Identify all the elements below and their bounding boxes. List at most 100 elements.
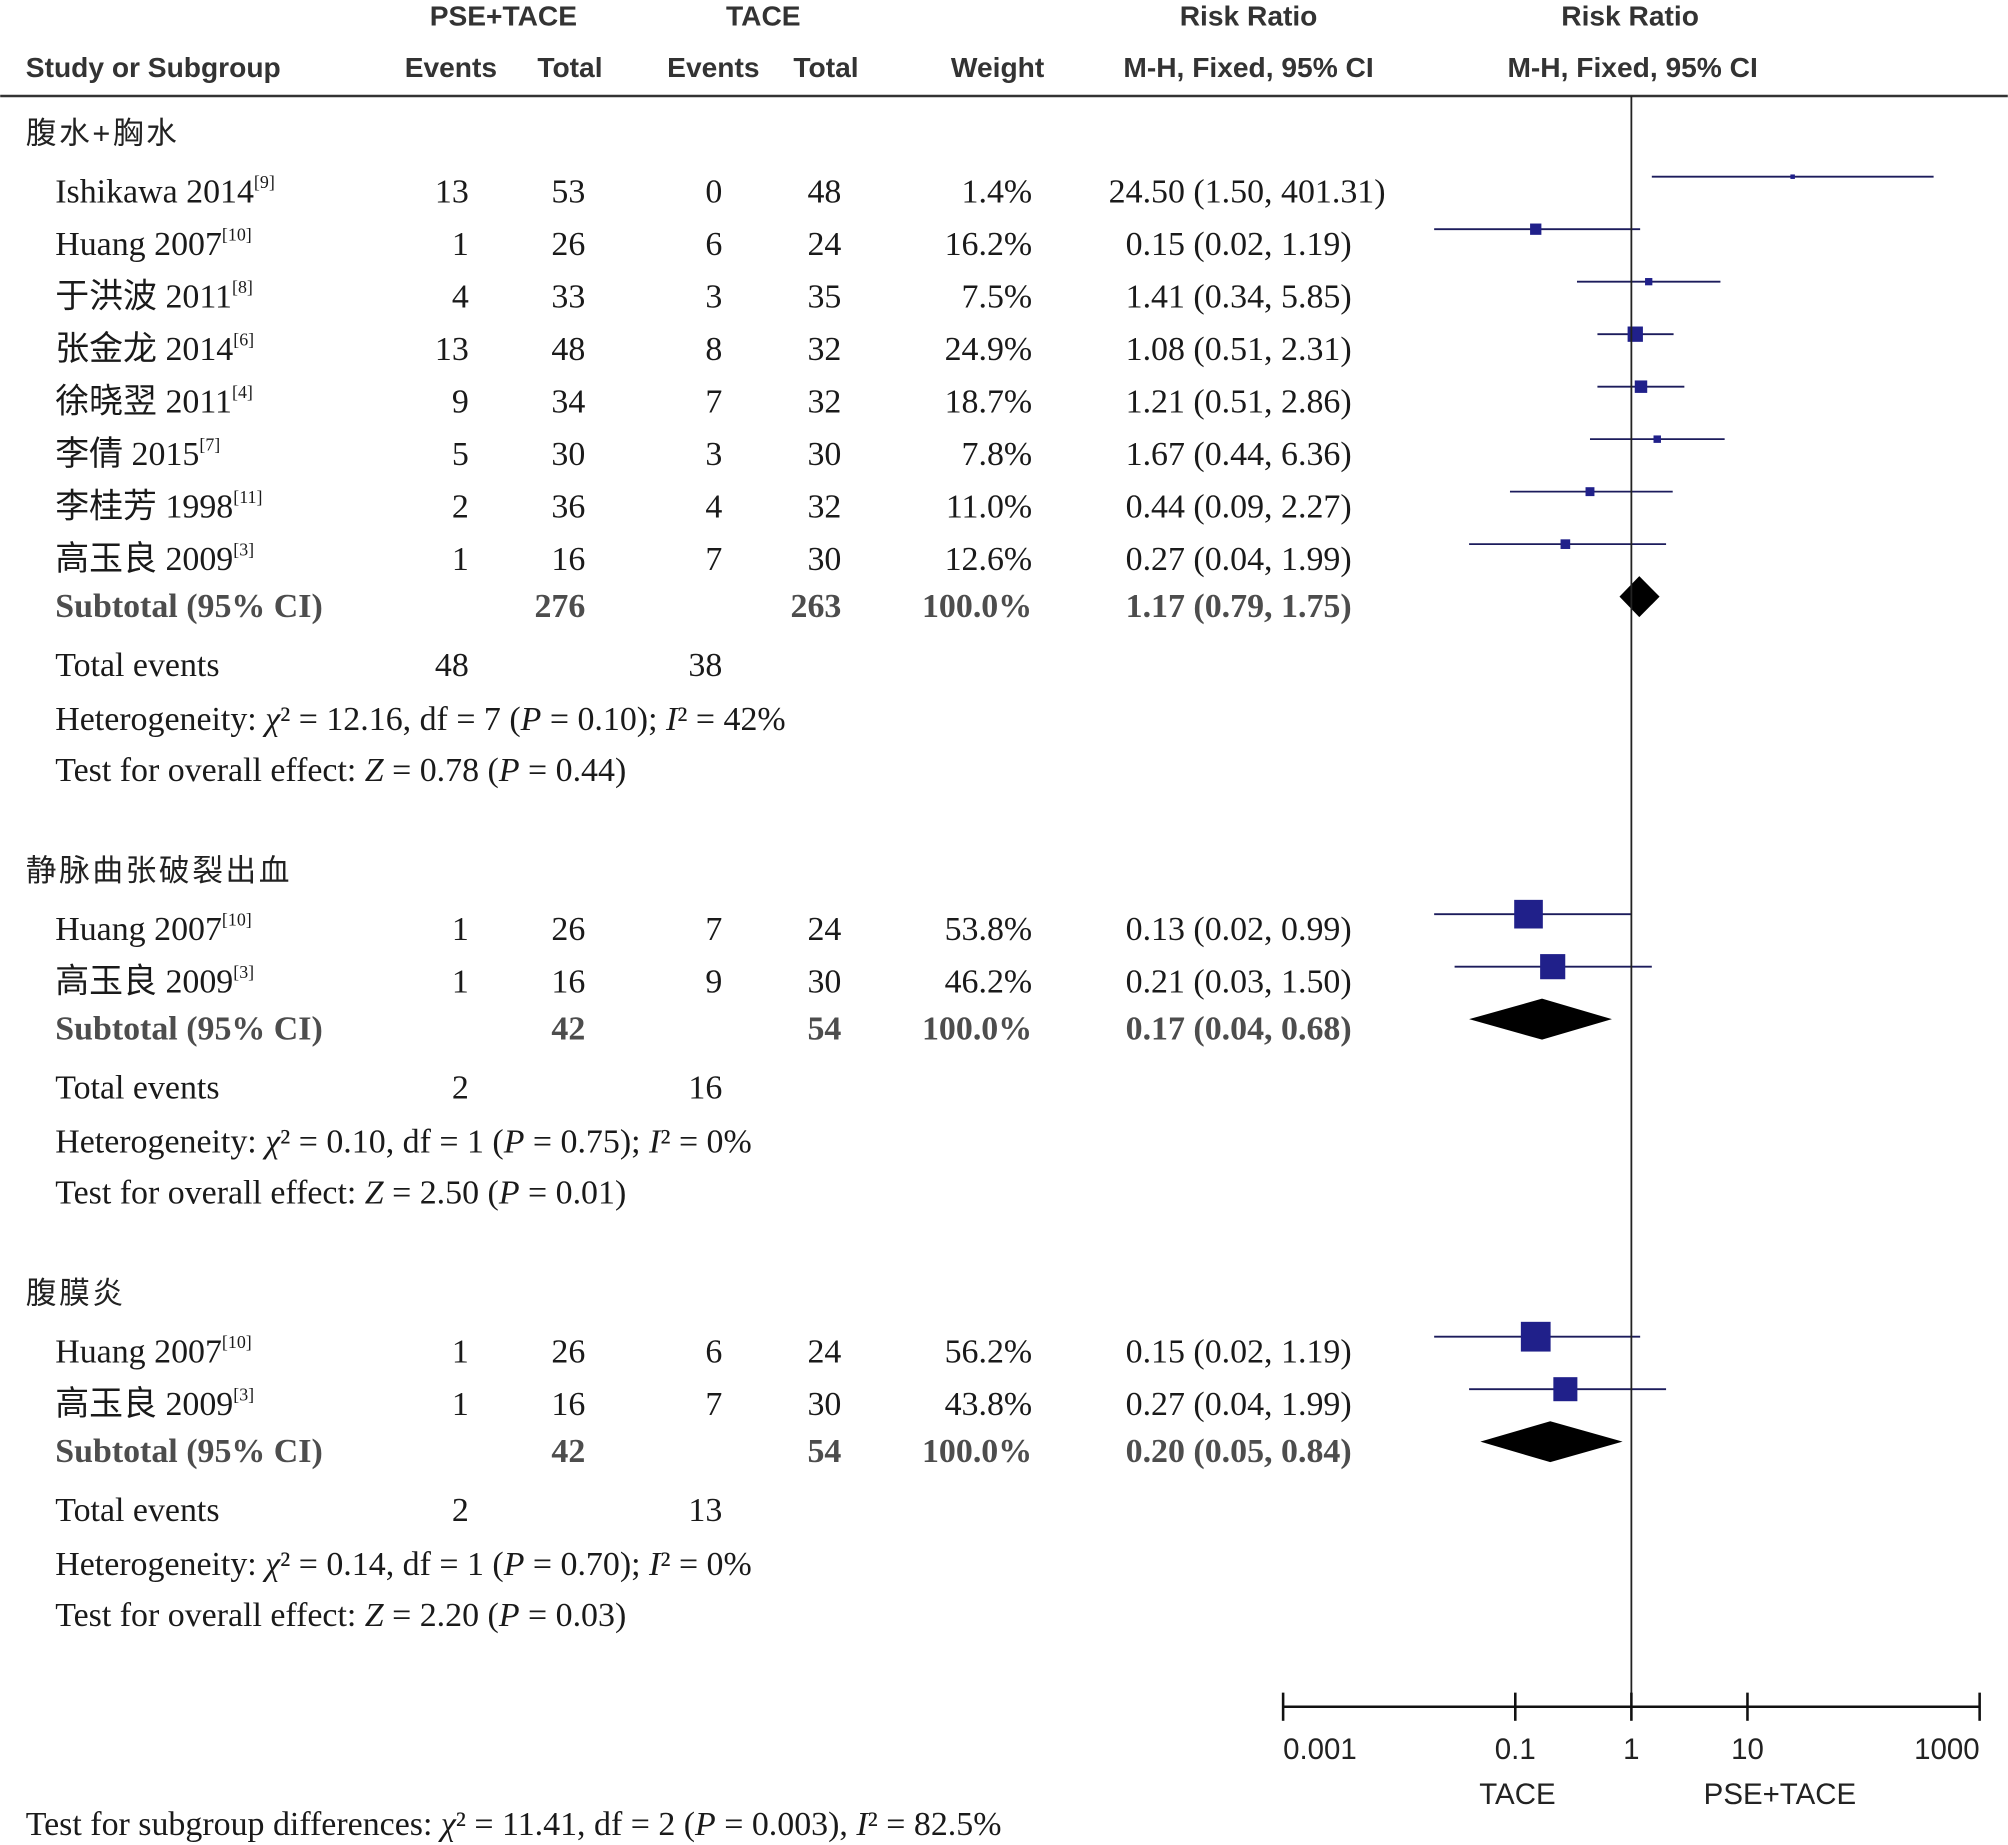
stat-fragment: P (498, 1597, 520, 1634)
total-events-label: Total events (55, 1492, 219, 1529)
total-events-label: Total events (55, 647, 219, 684)
study-reference: [3] (233, 962, 254, 982)
total-exp: 26 (551, 911, 585, 948)
column-headers: PSE+TACE TACE Risk Ratio Risk Ratio Stud… (26, 1, 1758, 83)
favours-left-label: TACE (1479, 1778, 1555, 1811)
subtotal-effect-ci: 0.17 (0.04, 0.68) (1126, 1011, 1352, 1048)
axis-tick-label: 1 (1623, 1733, 1639, 1766)
total-exp: 16 (551, 541, 585, 578)
study-name: 高玉良 2009[3] (55, 540, 254, 578)
study-reference: [6] (233, 330, 254, 350)
stat-fragment: ² = 42% (677, 701, 785, 738)
study-weight: 43.8% (945, 1386, 1033, 1423)
study-label: 张金龙 2014 (55, 330, 233, 368)
events-exp: 4 (452, 278, 469, 315)
events-ctrl: 0 (705, 173, 722, 210)
stat-fragment: I (648, 1546, 662, 1583)
effect-marker (1540, 954, 1566, 980)
stat-fragment: = 0.03) (520, 1597, 627, 1634)
events-exp: 1 (452, 1386, 469, 1423)
stat-fragment: Heterogeneity: (55, 701, 265, 738)
study-weight: 46.2% (945, 963, 1033, 1000)
stat-fragment: = 0.003), (716, 1806, 857, 1843)
total-ctrl: 32 (807, 488, 841, 525)
study-row: Huang 2007[10] 1 26 7 24 53.8% 0.13 (0.02, 0.9… (55, 910, 1351, 948)
stat-fragment: I (648, 1123, 662, 1160)
header-study: Study or Subgroup (26, 52, 281, 83)
study-row: Ishikawa 2014[9] 13 53 0 48 1.4% 24.50 (1.50, … (55, 172, 1385, 210)
overall-effect-test: Test for overall effect: Z = 2.20 (P = 0… (55, 1597, 626, 1634)
stat-fragment: Test for overall effect: (55, 1597, 365, 1634)
axis-tick-label: 10 (1731, 1733, 1764, 1766)
study-label: Huang 2007 (55, 911, 222, 948)
events-exp: 1 (452, 226, 469, 263)
effect-marker (1645, 278, 1653, 286)
total-events-ctrl: 16 (688, 1070, 722, 1107)
stat-fragment: P (498, 752, 520, 789)
subtotal-weight: 100.0% (922, 588, 1032, 625)
effect-marker (1634, 380, 1648, 393)
subtotal-total-exp: 276 (534, 588, 585, 625)
header-events-exp: Events (405, 52, 497, 83)
study-weight: 24.9% (945, 331, 1033, 368)
study-reference: [11] (233, 487, 262, 507)
total-events-row: Total events 48 38 (55, 647, 722, 684)
stat-fragment: ² = 0% (660, 1546, 751, 1583)
total-ctrl: 30 (807, 963, 841, 1000)
effect-marker (1560, 539, 1571, 549)
study-name: Huang 2007[10] (55, 225, 252, 263)
study-weight: 16.2% (945, 226, 1033, 263)
total-events-row: Total events 2 16 (55, 1070, 722, 1107)
subgroup-block: 腹膜炎 Huang 2007[10] 1 26 6 24 56.2% 0.15 (0.02, … (26, 1275, 1352, 1634)
study-name: Huang 2007[10] (55, 1332, 252, 1370)
study-row: 高玉良 2009[3] 1 16 9 30 46.2% 0.21 (0.03, 1.50) (55, 962, 1351, 1000)
study-row: 高玉良 2009[3] 1 16 7 30 12.6% 0.27 (0.04, 1.99) (55, 540, 1351, 578)
header-plot-method: M-H, Fixed, 95% CI (1507, 52, 1757, 83)
study-name: 于洪波 2011[8] (55, 277, 253, 315)
stat-fragment: Test for overall effect: (55, 1175, 365, 1212)
favours-right-label: PSE+TACE (1704, 1778, 1856, 1811)
overall-effect-test: Test for overall effect: Z = 0.78 (P = 0… (55, 752, 626, 789)
subgroup-heading: 腹膜炎 (26, 1275, 126, 1310)
total-ctrl: 30 (807, 1386, 841, 1423)
events-ctrl: 6 (705, 226, 722, 263)
subtotal-label: Subtotal (95% CI) (55, 588, 323, 625)
stat-fragment: ² = 0.14, df = 1 ( (280, 1546, 504, 1583)
study-reference: [10] (222, 1332, 252, 1352)
study-weight: 56.2% (945, 1333, 1033, 1370)
stat-fragment: P (503, 1123, 525, 1160)
stat-fragment: Test for overall effect: (55, 752, 365, 789)
events-exp: 13 (435, 173, 469, 210)
overall-effect-test: Test for overall effect: Z = 2.50 (P = 0… (55, 1175, 626, 1212)
total-ctrl: 30 (807, 541, 841, 578)
study-reference: [10] (222, 910, 252, 930)
stat-fragment: = 0.78 ( (384, 752, 499, 789)
study-name: 张金龙 2014[6] (55, 330, 254, 368)
events-ctrl: 9 (705, 963, 722, 1000)
study-row: 于洪波 2011[8] 4 33 3 35 7.5% 1.41 (0.34, 5.85) (55, 277, 1351, 315)
subtotal-total-ctrl: 263 (791, 588, 842, 625)
total-exp: 34 (551, 383, 585, 420)
subtotal-total-exp: 42 (551, 1433, 585, 1470)
study-weight: 7.5% (962, 278, 1033, 315)
axis-tick-label: 0.001 (1283, 1733, 1357, 1766)
header-weight: Weight (951, 52, 1045, 83)
study-name: 李桂芳 1998[11] (55, 487, 262, 525)
study-reference: [3] (233, 540, 254, 560)
study-effect-ci: 0.44 (0.09, 2.27) (1126, 488, 1352, 525)
study-weight: 18.7% (945, 383, 1033, 420)
total-events-exp: 2 (452, 1492, 469, 1529)
events-exp: 1 (452, 963, 469, 1000)
effect-marker (1553, 1377, 1578, 1402)
events-ctrl: 6 (705, 1333, 722, 1370)
stat-fragment: P (520, 701, 542, 738)
plot-marks (1434, 96, 1934, 1707)
subtotal-row: Subtotal (95% CI) 42 54 100.0% 0.20 (0.05, 0… (55, 1433, 1351, 1470)
study-name: Huang 2007[10] (55, 910, 252, 948)
study-name: 李倩 2015[7] (55, 435, 220, 473)
stat-fragment: = 0.10); (541, 701, 666, 738)
study-weight: 53.8% (945, 911, 1033, 948)
stat-fragment: ² = 0.10, df = 1 ( (280, 1123, 504, 1160)
stat-fragment: = 0.44) (520, 752, 627, 789)
total-ctrl: 30 (807, 436, 841, 473)
